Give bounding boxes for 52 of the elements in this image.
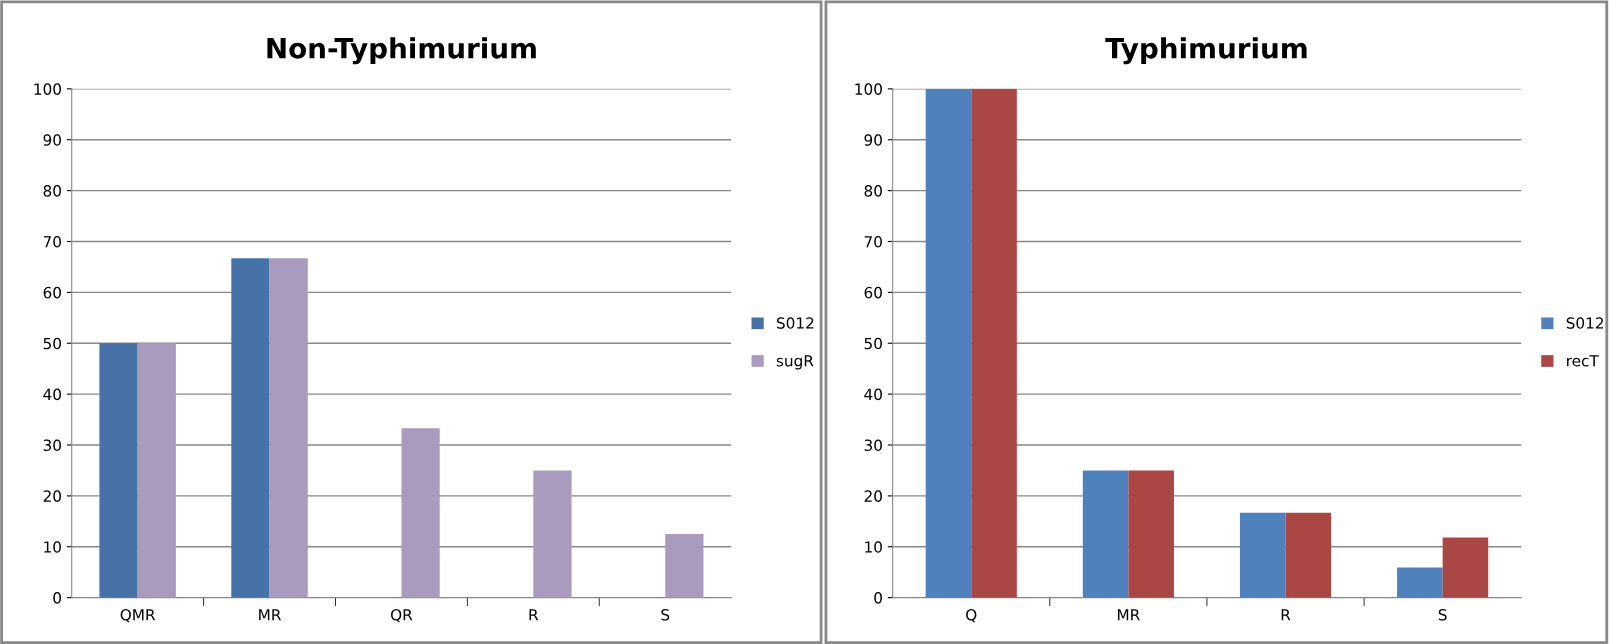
y-tick-label: 0 [874,592,882,604]
y-tick-label: 40 [864,388,882,401]
y-tick-label: 10 [44,541,61,553]
x-tick-label: S [661,609,670,621]
y-tick-label: 90 [864,134,882,146]
chart-title: Typhimurium [1105,37,1307,65]
bar [1442,537,1489,598]
legend-label: S012 [776,317,814,329]
y-tick-label: 10 [865,541,882,553]
y-tick-label: 70 [43,235,61,248]
y-tick-label: 30 [864,439,882,452]
legend-label: S012 [1566,317,1604,329]
y-tick-label: 100 [34,83,61,95]
bar [401,428,440,598]
y-tick-label: 60 [864,286,882,299]
y-tick-label: 60 [43,286,61,299]
legend-label: sugR [776,355,814,370]
bar [533,470,572,598]
bar [137,343,176,598]
bar [1285,512,1332,598]
y-tick-label: 90 [43,134,61,146]
bar [1397,567,1443,598]
bar [231,258,270,598]
x-tick-label: Q [966,609,977,623]
y-tick-label: 80 [43,185,61,197]
bar [269,258,308,598]
bar [925,88,972,598]
legend-label: recT [1567,355,1599,367]
x-tick-label: QMR [120,609,156,623]
bar [99,343,138,598]
x-tick-label: R [1281,609,1291,621]
x-tick-label: S [1438,609,1447,621]
y-tick-label: 50 [43,337,61,350]
y-tick-label: 30 [43,439,61,452]
bar [1128,470,1174,598]
x-tick-label: R [529,609,539,621]
y-tick-label: 50 [864,337,882,350]
bar [665,534,704,598]
y-tick-label: 100 [855,83,882,95]
chart-title: Non-Typhimurium [267,37,536,65]
bar [1239,512,1286,598]
y-tick-label: 40 [43,388,61,401]
bar [971,88,1017,598]
x-tick-label: MR [259,609,282,621]
y-tick-label: 20 [43,490,61,502]
x-tick-label: MR [1117,609,1140,621]
y-tick-label: 70 [864,235,882,248]
x-tick-label: QR [390,609,413,623]
y-tick-label: 0 [53,592,61,604]
y-tick-label: 80 [864,185,882,197]
bar [1082,470,1129,598]
y-tick-label: 20 [864,490,882,502]
